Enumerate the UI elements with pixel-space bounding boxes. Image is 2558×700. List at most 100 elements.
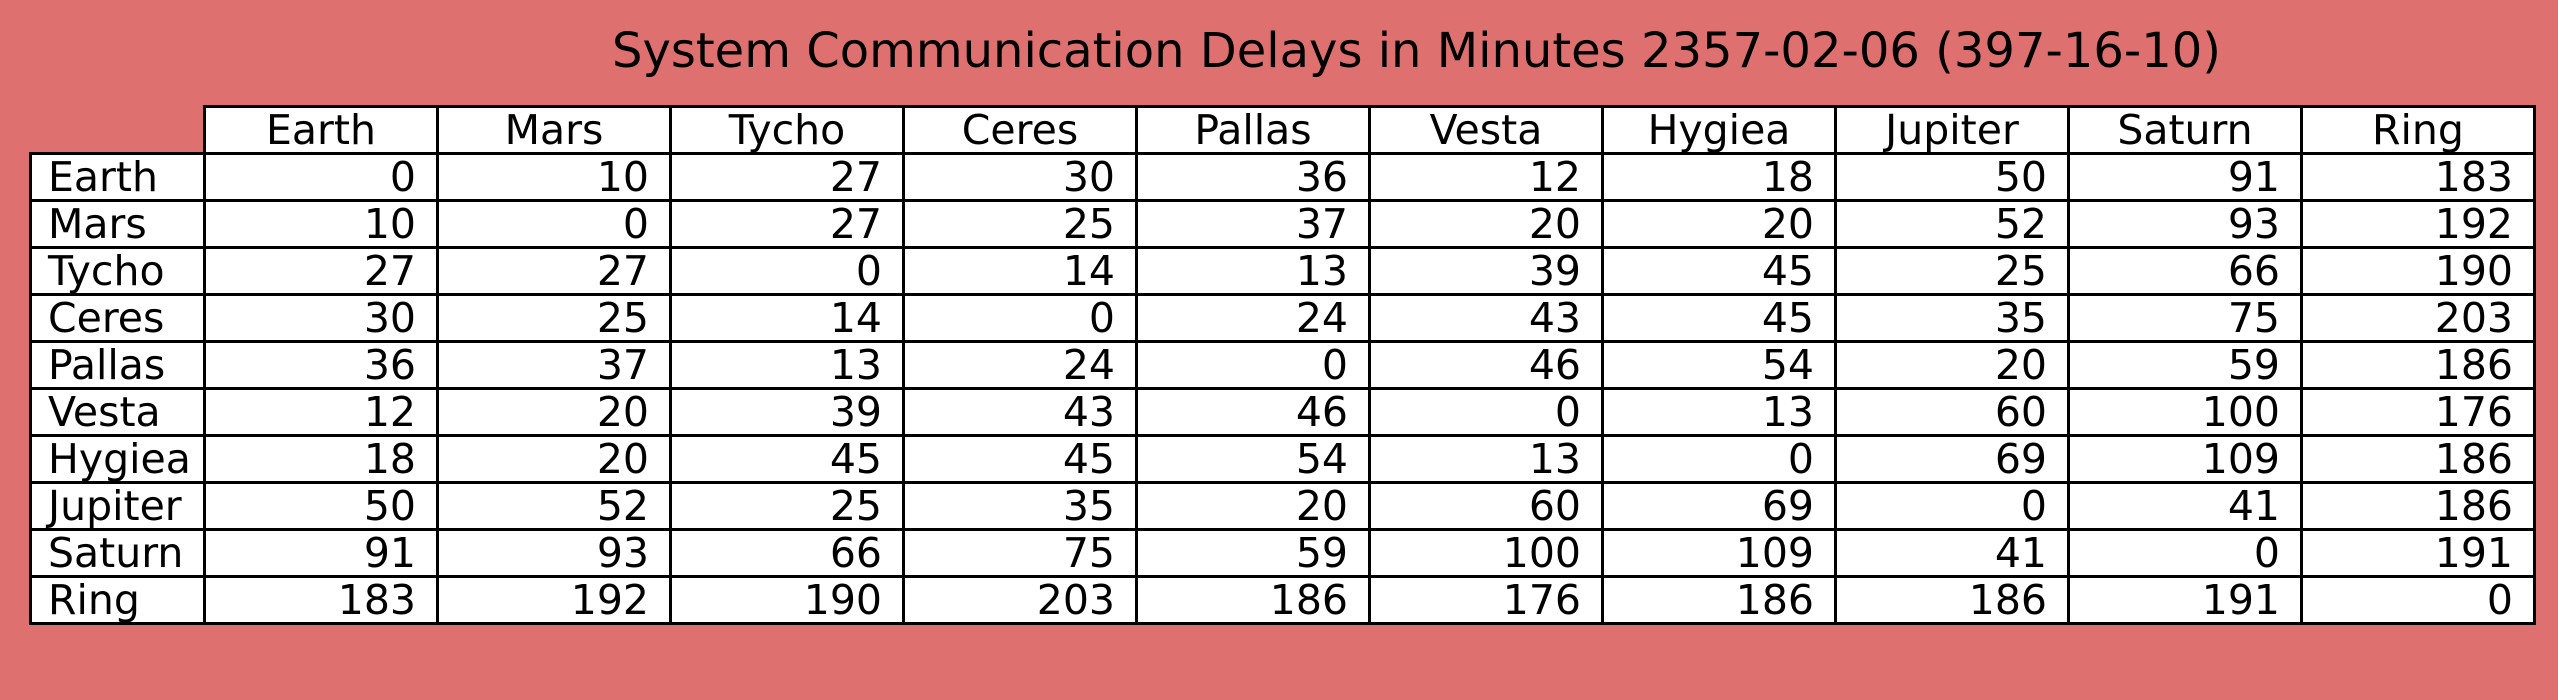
column-header-pallas: Pallas <box>1135 105 1371 155</box>
delay-cell: 45 <box>669 434 905 484</box>
delay-cell: 50 <box>203 481 439 531</box>
delay-cell: 43 <box>902 387 1138 437</box>
delay-cell: 35 <box>902 481 1138 531</box>
column-header-ceres: Ceres <box>902 105 1138 155</box>
delay-cell: 60 <box>1834 387 2070 437</box>
delay-cell: 35 <box>1834 293 2070 343</box>
delay-cell: 59 <box>1135 528 1371 578</box>
delay-cell: 183 <box>203 575 439 625</box>
delay-cell: 192 <box>436 575 672 625</box>
table-row: Earth 0 10 27 30 36 12 18 50 91 183 <box>29 152 2536 202</box>
delay-cell: 69 <box>1834 434 2070 484</box>
delay-cell: 20 <box>1601 199 1837 249</box>
delay-cell: 41 <box>1834 528 2070 578</box>
delay-cell: 203 <box>902 575 1138 625</box>
delay-cell: 183 <box>2300 152 2536 202</box>
delay-cell: 45 <box>1601 293 1837 343</box>
delay-cell: 176 <box>1368 575 1604 625</box>
column-header-ring: Ring <box>2300 105 2536 155</box>
row-header-jupiter: Jupiter <box>29 481 206 531</box>
delay-cell: 54 <box>1135 434 1371 484</box>
column-header-hygiea: Hygiea <box>1601 105 1837 155</box>
delay-cell: 14 <box>902 246 1138 296</box>
delay-cell: 25 <box>902 199 1138 249</box>
delay-cell: 0 <box>1601 434 1837 484</box>
delay-cell: 37 <box>436 340 672 390</box>
delay-cell: 75 <box>2067 293 2303 343</box>
delay-cell: 30 <box>902 152 1138 202</box>
row-header-ring: Ring <box>29 575 206 625</box>
delay-cell: 54 <box>1601 340 1837 390</box>
delay-cell: 39 <box>669 387 905 437</box>
delay-cell: 30 <box>203 293 439 343</box>
delay-cell: 12 <box>203 387 439 437</box>
delay-cell: 186 <box>1135 575 1371 625</box>
delay-cell: 186 <box>1601 575 1837 625</box>
delay-cell: 0 <box>2300 575 2536 625</box>
delay-cell: 191 <box>2067 575 2303 625</box>
delay-cell: 18 <box>1601 152 1837 202</box>
delay-cell: 36 <box>1135 152 1371 202</box>
delay-table: Earth Mars Tycho Ceres Pallas Vesta Hygiea Jupi… <box>29 105 2536 625</box>
table-header-row: Earth Mars Tycho Ceres Pallas Vesta Hygiea Jupi… <box>31 105 2536 155</box>
table-body: Earth 0 10 27 30 36 12 18 50 91 183 Mars 10 0 27 25 37 20… <box>29 152 2536 625</box>
table-row: Ring 183 192 190 203 186 176 186 186 191 0 <box>29 575 2536 625</box>
row-header-earth: Earth <box>29 152 206 202</box>
table-row: Hygiea 18 20 45 45 54 13 0 69 109 186 <box>29 434 2536 484</box>
table-row: Ceres 30 25 14 0 24 43 45 35 75 203 <box>29 293 2536 343</box>
delay-cell: 100 <box>2067 387 2303 437</box>
delay-cell: 91 <box>203 528 439 578</box>
delay-cell: 13 <box>1135 246 1371 296</box>
delay-cell: 20 <box>1368 199 1604 249</box>
delay-cell: 100 <box>1368 528 1604 578</box>
delay-cell: 41 <box>2067 481 2303 531</box>
delay-cell: 59 <box>2067 340 2303 390</box>
delay-cell: 46 <box>1368 340 1604 390</box>
delay-cell: 20 <box>436 434 672 484</box>
delay-cell: 190 <box>669 575 905 625</box>
delay-cell: 0 <box>1834 481 2070 531</box>
column-header-tycho: Tycho <box>669 105 905 155</box>
column-header-saturn: Saturn <box>2067 105 2303 155</box>
delay-cell: 20 <box>1135 481 1371 531</box>
delay-cell: 10 <box>203 199 439 249</box>
delay-cell: 176 <box>2300 387 2536 437</box>
delay-cell: 91 <box>2067 152 2303 202</box>
delay-cell: 52 <box>1834 199 2070 249</box>
delay-cell: 186 <box>1834 575 2070 625</box>
delay-cell: 37 <box>1135 199 1371 249</box>
delay-cell: 20 <box>436 387 672 437</box>
delay-cell: 27 <box>669 152 905 202</box>
delay-cell: 25 <box>669 481 905 531</box>
delay-cell: 45 <box>902 434 1138 484</box>
table-row: Tycho 27 27 0 14 13 39 45 25 66 190 <box>29 246 2536 296</box>
row-header-mars: Mars <box>29 199 206 249</box>
delay-cell: 186 <box>2300 481 2536 531</box>
table-corner <box>31 107 205 154</box>
delay-cell: 24 <box>902 340 1138 390</box>
delay-cell: 13 <box>1601 387 1837 437</box>
delay-cell: 66 <box>2067 246 2303 296</box>
delay-cell: 43 <box>1368 293 1604 343</box>
delay-cell: 52 <box>436 481 672 531</box>
delay-cell: 0 <box>1368 387 1604 437</box>
table-row: Pallas 36 37 13 24 0 46 54 20 59 186 <box>29 340 2536 390</box>
delay-cell: 27 <box>203 246 439 296</box>
delay-cell: 203 <box>2300 293 2536 343</box>
delay-cell: 12 <box>1368 152 1604 202</box>
table-row: Mars 10 0 27 25 37 20 20 52 93 192 <box>29 199 2536 249</box>
table-row: Saturn 91 93 66 75 59 100 109 41 0 191 <box>29 528 2536 578</box>
delay-cell: 192 <box>2300 199 2536 249</box>
delay-cell: 0 <box>669 246 905 296</box>
delay-cell: 13 <box>669 340 905 390</box>
delay-cell: 10 <box>436 152 672 202</box>
row-header-pallas: Pallas <box>29 340 206 390</box>
delay-cell: 186 <box>2300 340 2536 390</box>
delay-cell: 0 <box>902 293 1138 343</box>
delay-cell: 75 <box>902 528 1138 578</box>
delay-cell: 25 <box>436 293 672 343</box>
table-row: Jupiter 50 52 25 35 20 60 69 0 41 186 <box>29 481 2536 531</box>
delay-cell: 25 <box>1834 246 2070 296</box>
delay-cell: 60 <box>1368 481 1604 531</box>
delay-cell: 191 <box>2300 528 2536 578</box>
